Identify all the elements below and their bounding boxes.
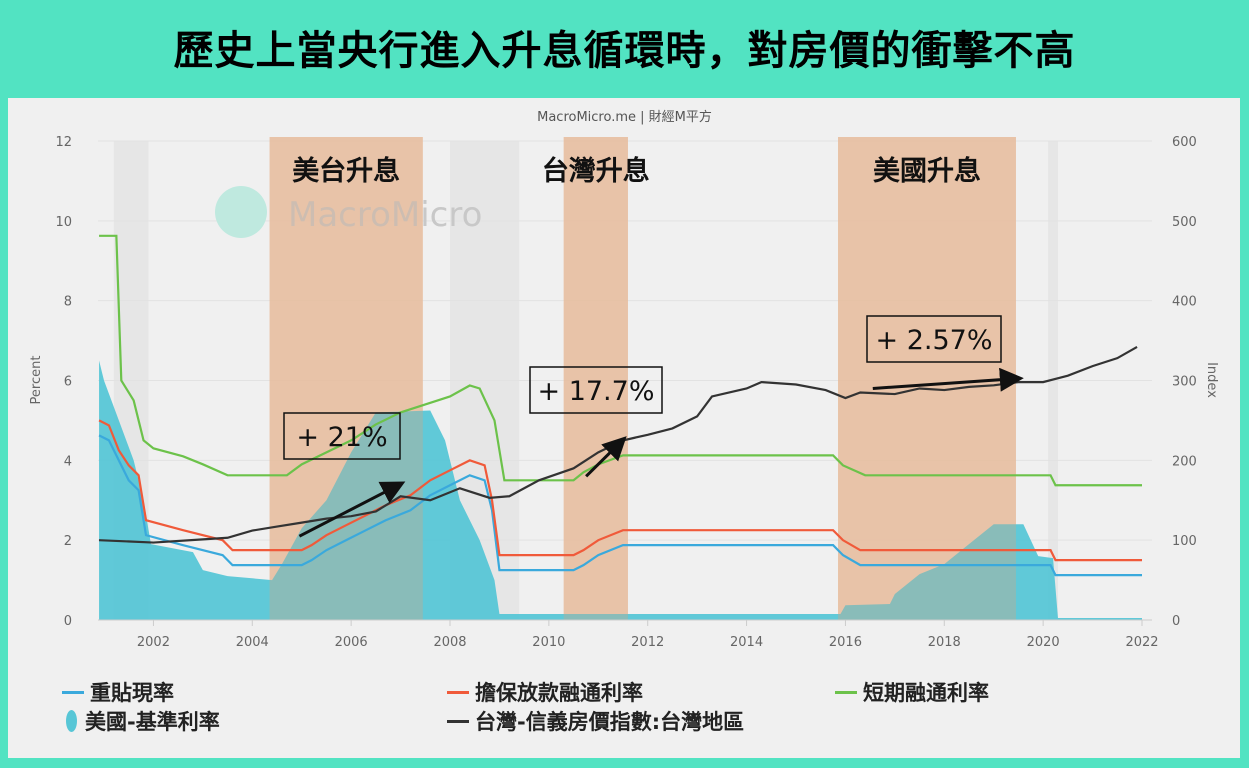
x-tick-label: 2006 [335,635,368,650]
legend-swatch [62,690,84,694]
x-tick-label: 2022 [1125,635,1158,650]
legend-swatch [835,690,857,694]
y-right-tick: 500 [1172,215,1197,230]
y-right-label: Index [1204,362,1219,398]
legend-label: 短期融通利率 [863,681,989,705]
legend-item-fed-rate[interactable]: 美國-基準利率 [62,706,220,736]
y-right-tick: 200 [1172,454,1197,469]
hike-period-overlay [563,137,628,620]
series-line-0 [98,434,1142,577]
chart-credit: MacroMicro.me | 財經M平方 [537,110,712,125]
legend-label: 重貼現率 [90,681,174,705]
hike-period-overlay [838,137,1016,620]
y-right-tick: 100 [1172,534,1197,549]
y-left-tick: 2 [64,534,72,549]
series-line-4 [99,346,1138,544]
x-tick-label: 2010 [532,635,565,650]
watermark: MacroMicro [288,195,482,235]
series-line-1 [98,419,1142,562]
x-tick-label: 2008 [433,635,466,650]
y-left-tick: 10 [55,215,72,230]
legend-label: 台灣-信義房價指數:台灣地區 [475,710,745,734]
annotation-box [283,412,401,460]
x-tick-label: 2018 [928,635,961,650]
legend-item-secured-loan-rate[interactable]: 擔保放款融通利率 [447,677,643,707]
legend-label: 擔保放款融通利率 [475,681,643,705]
legend-swatch [447,719,469,723]
series-area-fed-rate [99,360,1143,620]
annotation-arrow [585,436,627,478]
annotation-box [866,315,1002,363]
y-right-tick: 300 [1172,375,1197,390]
y-left-tick: 4 [64,454,72,469]
x-tick-label: 2020 [1027,635,1060,650]
x-tick-label: 2002 [137,635,170,650]
legend-label: 美國-基準利率 [85,710,220,734]
y-left-label: Percent [29,356,44,405]
annotation-label: + 2.57% [876,325,993,356]
hike-period-band [563,137,628,620]
series-line-2 [99,234,1142,487]
hike-period-overlay [269,137,423,620]
y-right-tick: 0 [1172,614,1180,629]
annotation-arrow [872,367,1024,392]
annotation-box [529,366,663,414]
annotation-label: + 21% [296,422,387,453]
legend-item-short-term-rate[interactable]: 短期融通利率 [835,677,989,707]
y-right-tick: 400 [1172,295,1197,310]
legend-swatch [447,690,469,694]
legend-item-house-price-index[interactable]: 台灣-信義房價指數:台灣地區 [447,706,744,736]
x-tick-label: 2014 [730,635,763,650]
y-right-tick: 600 [1172,135,1197,150]
y-left-tick: 12 [55,135,72,150]
legend-swatch [66,710,77,732]
y-left-tick: 6 [64,375,72,390]
annotation-label: + 17.7% [538,376,655,407]
legend-item-discount-rate[interactable]: 重貼現率 [62,677,174,707]
annotation-arrow [298,481,406,538]
hike-period-label: 美國升息 [873,155,981,187]
page-title: 歷史上當央行進入升息循環時，對房價的衝擊不高 [173,28,1076,74]
y-left-tick: 0 [64,614,72,629]
hike-period-label: 美台升息 [292,155,400,187]
y-left-tick: 8 [64,295,72,310]
x-tick-label: 2012 [631,635,664,650]
x-tick-label: 2016 [829,635,862,650]
x-tick-label: 2004 [236,635,269,650]
watermark-logo-icon [215,186,267,238]
hike-period-label: 台灣升息 [542,155,650,187]
